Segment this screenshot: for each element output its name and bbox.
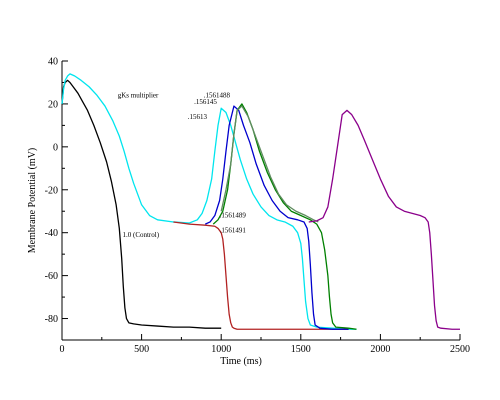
annotation-label: 1.0 (Control)	[122, 231, 159, 239]
x-tick-label: 2500	[450, 344, 470, 355]
x-tick-label: 2000	[370, 344, 390, 355]
series-line-1	[61, 73, 357, 330]
annotation-layer: gKs multiplier .1561488.156145 .15613 .1561…	[118, 91, 247, 239]
y-tick-label: -60	[45, 271, 58, 282]
series-line-2	[173, 221, 349, 330]
annotation-label: .15613	[188, 113, 208, 121]
x-tick-label: 0	[60, 344, 65, 355]
x-tick-label: 500	[134, 344, 149, 355]
annotation-label: .1561488	[204, 91, 231, 99]
y-tick-label: 0	[53, 142, 58, 153]
y-axis-title: Membrane Potential (mV)	[27, 148, 38, 254]
series-line-6	[308, 109, 460, 330]
x-axis-title: Time (ms)	[220, 356, 262, 367]
annotation-label: .1561489	[220, 212, 247, 220]
x-tick-label: 1500	[291, 344, 311, 355]
series-line-0	[61, 79, 222, 329]
x-tick-label: 1000	[211, 344, 231, 355]
y-tick-label: -40	[45, 228, 58, 239]
annotation-label: .156145	[194, 98, 217, 106]
axes: 0 500 1000 1500 2000 2500 40 20 0 -20 -40 -60 -80	[45, 57, 470, 356]
y-tick-label: 40	[48, 57, 58, 68]
y-tick-label: -20	[45, 185, 58, 196]
series-line-3	[205, 105, 349, 330]
series-layer	[61, 73, 460, 330]
annotation-label: gKs multiplier	[118, 91, 159, 99]
annotation-label: .1561491	[220, 227, 247, 235]
series-line-5	[220, 105, 319, 223]
y-tick-label: -80	[45, 314, 58, 325]
y-tick-label: 20	[48, 99, 58, 110]
